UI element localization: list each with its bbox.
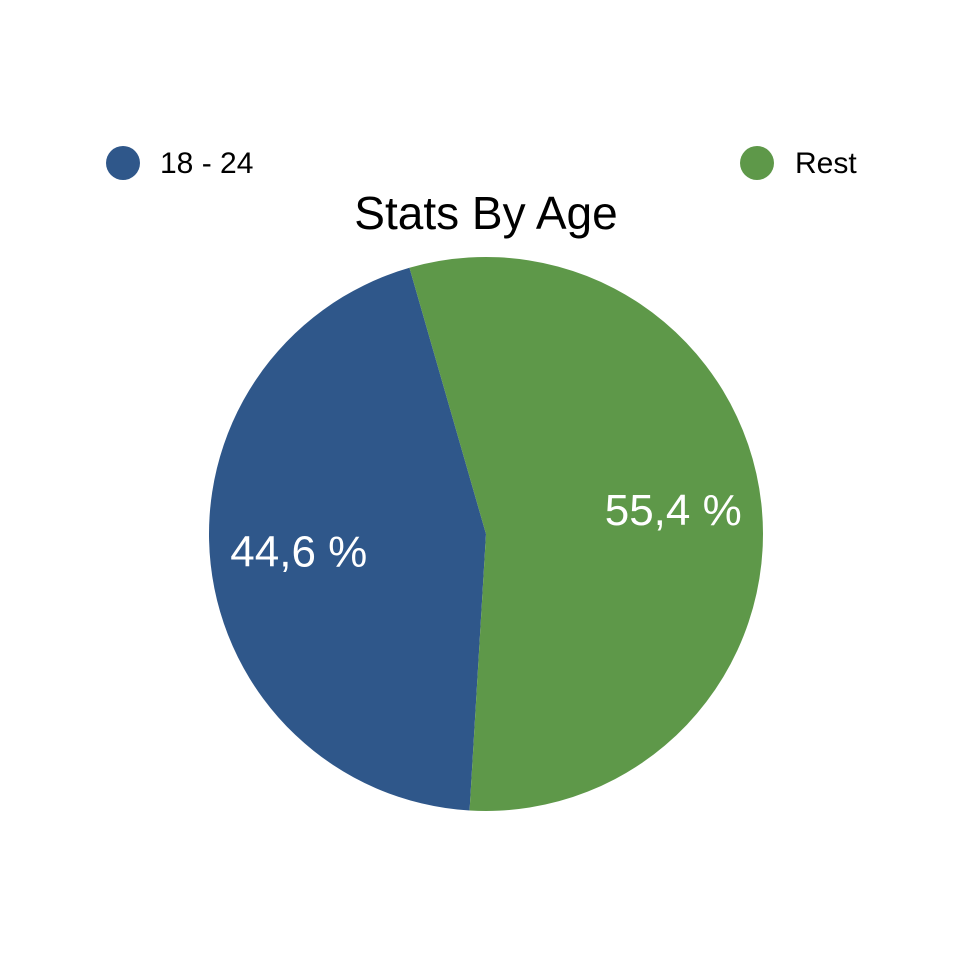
- chart-title: Stats By Age: [354, 187, 617, 239]
- pie-slice: [208, 267, 486, 811]
- legend-marker: [740, 146, 774, 180]
- slice-label: 55,4 %: [605, 486, 742, 535]
- pie-slice: [409, 257, 763, 812]
- slice-label: 44,6 %: [230, 527, 367, 576]
- legend-label: 18 - 24: [160, 147, 253, 180]
- legend-marker: [106, 146, 140, 180]
- legend-label: Rest: [795, 147, 857, 180]
